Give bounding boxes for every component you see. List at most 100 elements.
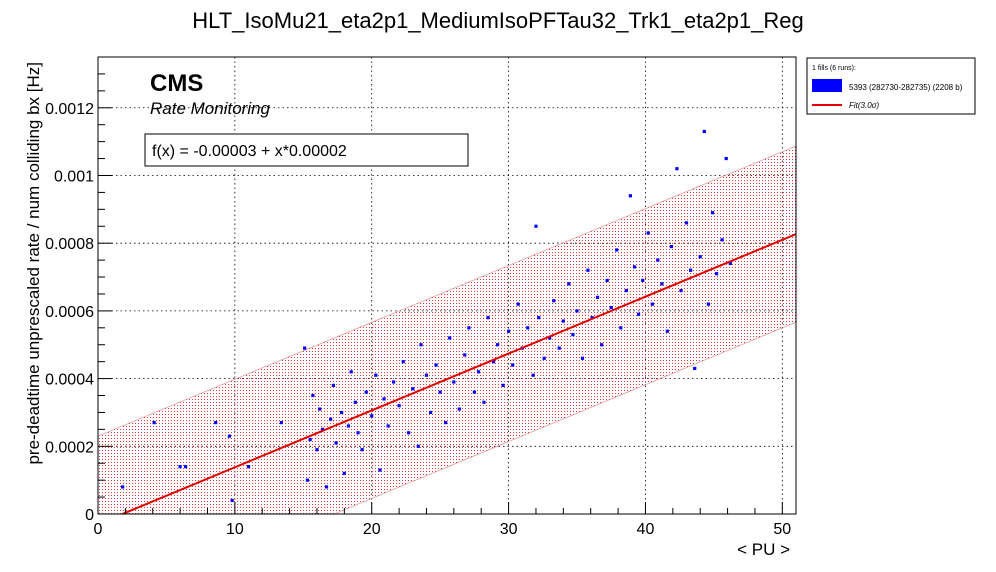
data-point <box>646 231 650 235</box>
data-point <box>374 373 378 377</box>
y-tick-label: 0.0008 <box>45 236 94 253</box>
y-tick-label: 0.0004 <box>45 372 94 389</box>
data-point <box>537 316 541 320</box>
data-point <box>214 421 218 425</box>
data-point <box>227 434 231 438</box>
data-point <box>590 316 594 320</box>
data-point <box>318 407 322 411</box>
y-tick-label: 0.001 <box>54 168 94 185</box>
data-point <box>416 444 420 448</box>
data-point <box>496 343 500 347</box>
fit-formula-box <box>144 133 469 167</box>
data-point <box>152 421 156 425</box>
data-point <box>121 485 125 489</box>
legend-swatch-data <box>812 79 842 92</box>
data-point <box>315 448 319 452</box>
data-point <box>575 309 579 313</box>
data-point <box>486 316 490 320</box>
data-point <box>561 319 565 323</box>
data-point <box>378 468 382 472</box>
data-point <box>311 393 315 398</box>
chart-title: HLT_IsoMu21_eta2p1_MediumIsoPFTau32_Trk1… <box>192 8 804 33</box>
data-point <box>650 302 654 306</box>
data-point <box>720 238 724 242</box>
data-point <box>386 424 390 428</box>
y-tick-label: 0.0012 <box>45 101 94 118</box>
y-tick-label: 0 <box>85 507 94 524</box>
data-point <box>370 414 374 418</box>
data-point <box>428 410 433 415</box>
data-point <box>457 407 461 411</box>
data-point <box>706 302 711 306</box>
data-point <box>531 373 535 377</box>
data-point <box>615 248 619 252</box>
data-point <box>340 410 344 415</box>
legend-label-data: 5393 (282730-282735) (2208 b) <box>849 83 963 92</box>
data-point <box>353 400 357 404</box>
data-point <box>382 397 386 401</box>
x-axis-label: < PU > <box>737 540 790 559</box>
legend-header: 1 fills (6 runs): <box>812 65 856 72</box>
data-point <box>320 427 325 431</box>
data-point <box>308 437 312 442</box>
fit-formula: f(x) = -0.00003 + x*0.00002 <box>152 143 347 160</box>
x-tick-label: 10 <box>226 521 244 538</box>
cms-sublabel: Rate Monitoring <box>150 99 271 118</box>
data-point <box>279 421 283 425</box>
data-point <box>684 221 689 225</box>
data-point <box>641 278 645 283</box>
legend: 1 fills (6 runs): 5393 (282730-282735) (… <box>806 57 976 115</box>
data-point <box>571 332 575 337</box>
y-tick-label: 0.0006 <box>45 304 94 321</box>
legend-label-fit: Fit(3.0σ) <box>849 101 879 110</box>
data-point <box>724 156 728 161</box>
y-tick-label: 0.0002 <box>45 439 94 456</box>
data-point <box>656 258 660 262</box>
data-point <box>392 380 396 384</box>
data-point <box>407 431 411 435</box>
data-point <box>434 363 438 367</box>
data-point <box>605 278 609 283</box>
fit-band <box>97 145 797 515</box>
data-point <box>346 424 351 428</box>
data-point <box>329 417 333 421</box>
data-point <box>580 356 585 360</box>
data-point <box>557 346 561 350</box>
data-point <box>467 326 471 330</box>
data-point <box>702 129 706 134</box>
data-point <box>448 336 452 340</box>
y-axis-label: pre-deadtime unprescaled rate / num coll… <box>24 62 43 465</box>
data-point <box>619 326 623 330</box>
data-point <box>511 363 515 367</box>
data-point <box>501 383 505 387</box>
data-point <box>246 465 251 469</box>
data-point <box>356 431 360 435</box>
data-point <box>675 167 679 171</box>
data-point <box>334 441 338 445</box>
data-point <box>526 326 530 330</box>
data-point <box>609 305 613 310</box>
data-point <box>679 288 683 293</box>
x-tick-label: 50 <box>773 521 791 538</box>
x-tick-label: 0 <box>94 521 103 538</box>
data-point <box>728 261 732 266</box>
data-point <box>660 282 664 286</box>
data-point <box>438 390 442 394</box>
x-tick-label: 40 <box>637 521 655 538</box>
data-point <box>364 390 368 394</box>
data-point <box>349 370 353 374</box>
data-point <box>476 370 481 374</box>
data-point <box>303 346 307 350</box>
data-point <box>305 478 309 482</box>
data-point <box>600 343 604 347</box>
data-point <box>419 343 423 347</box>
data-point <box>567 282 571 286</box>
x-tick-label: 30 <box>500 521 518 538</box>
data-point <box>463 353 467 357</box>
data-point <box>360 448 364 452</box>
data-point <box>552 299 556 303</box>
axis-ticks: 0 10 20 30 40 50 0 0.0002 0.0004 0.0006 0.0008 0.00… <box>45 73 791 538</box>
data-point <box>183 465 188 469</box>
data-point <box>491 360 496 364</box>
